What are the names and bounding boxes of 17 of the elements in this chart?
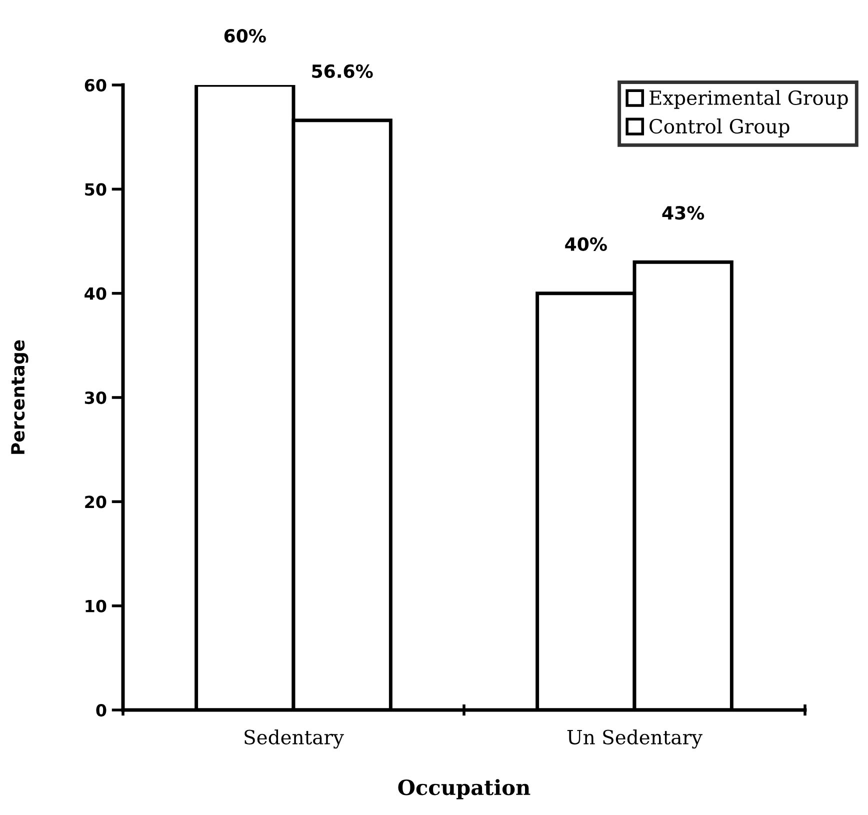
y-tick-label: 60 [84,78,106,92]
data-label: 56.6% [312,64,373,78]
data-label: 60% [224,28,266,43]
legend-label: Control Group [650,118,790,138]
y-tick-label: 50 [85,183,106,196]
x-tick-label: Un Sedentary [567,729,702,749]
y-tick-label: 10 [86,600,106,612]
data-label: 43% [662,206,704,220]
y-tick-label: 20 [85,496,106,508]
y-tick-label: 0 [96,704,106,717]
x-axis-title: Occupation [398,779,530,800]
y-tick-label: 40 [84,287,106,300]
legend-label: Experimental Group [650,90,848,109]
y-axis-title: Percentage [11,340,28,454]
y-tick-label: 30 [84,391,106,404]
data-label: 40% [565,237,607,251]
x-tick-label: Sedentary [244,729,344,749]
